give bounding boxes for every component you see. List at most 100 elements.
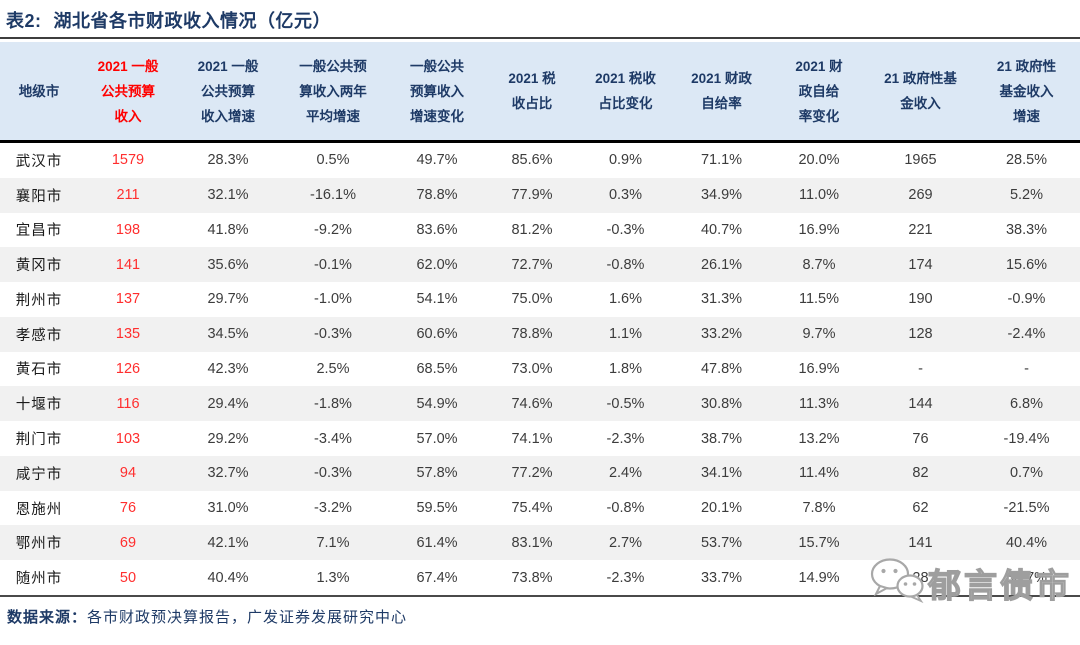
table-cell: 0.5% [316, 152, 350, 169]
table-cell: 16.9% [798, 360, 840, 377]
table-cell: -0.3% [606, 221, 645, 238]
data-source-text: 各市财政预决算报告，广发证券发展研究中心 [87, 608, 408, 626]
table-cell: 85.6% [511, 152, 553, 169]
table-cell: 33.2% [700, 326, 743, 343]
city-name: 恩施州 [15, 501, 63, 518]
table-cell: -2.3% [606, 430, 645, 447]
table-cell: 76 [119, 500, 137, 517]
table-cell: 28 [912, 569, 929, 586]
table-cell: 31.3% [700, 291, 743, 308]
table-cell: 141 [115, 256, 141, 273]
table-cell: 73.8% [511, 569, 553, 586]
table-cell: 33.7% [700, 569, 743, 586]
table-cell: 77.2% [511, 465, 553, 482]
column-header: 2021 税收占比 [508, 71, 556, 111]
table-cell: 2.7% [608, 534, 643, 551]
table-row: 黄石市 126 42.3% 2.5% 68.5% 73.0% 1.8% 47.8% 16.9% -… [0, 351, 1080, 387]
table-row: 荆门市 103 29.2% -3.4% 57.0% 74.1% -2.3% 38.7% 13.2… [0, 421, 1080, 456]
table-cell: - [1024, 360, 1029, 377]
table-cell: -9.2% [314, 221, 352, 238]
table-cell: 1.3% [316, 569, 350, 586]
table-row: 鄂州市 69 42.1% 7.1% 61.4% 83.1% 2.7% 53.7% 15.7% 14… [0, 525, 1080, 561]
table-cell: 42.3% [207, 360, 249, 377]
table-header-row: 地级市 2021 一般 公共预算 收入 2021 一般 公共预算 收入增速 一般公共预 算收入两… [0, 42, 1080, 143]
table-cell: 47.8% [700, 360, 743, 377]
table-body: 武汉市 1579 28.3% 0.5% 49.7% 85.6% 0.9% 71.1% 20.0%… [0, 143, 1080, 597]
table-cell: 73.0% [511, 360, 553, 377]
table-cell: 71.1% [700, 152, 743, 169]
city-name: 孝感市 [15, 327, 63, 344]
table-cell: 59.5% [416, 500, 458, 517]
table-cell: 14.9% [798, 569, 840, 586]
table-cell: 16.9% [798, 221, 840, 238]
title-divider [0, 37, 1080, 39]
table-cell: 35.6% [207, 256, 249, 273]
table-cell: 1579 [111, 152, 145, 169]
table-cell: -3.2% [314, 500, 352, 517]
table-cell: 53.7% [1005, 569, 1048, 586]
table-cell: 116 [116, 395, 140, 412]
table-cell: 72.7% [511, 256, 553, 273]
table-cell: 6.8% [1009, 395, 1044, 412]
table-cell: -0.9% [1007, 291, 1046, 308]
table-row: 黄冈市 141 35.6% -0.1% 62.0% 72.7% -0.8% 26.1% 8.7%… [0, 247, 1080, 283]
table-cell: 74.1% [511, 430, 553, 447]
city-name: 武汉市 [15, 153, 63, 170]
table-cell: -0.5% [606, 395, 645, 412]
table-number-label: 表2: [6, 11, 42, 31]
table-cell: 69 [119, 534, 137, 551]
table-cell: -16.1% [310, 187, 356, 204]
table-cell: -0.8% [606, 500, 645, 517]
table-cell: -1.8% [314, 395, 352, 412]
table-cell: 20.0% [798, 152, 840, 169]
table-cell: 53.7% [700, 534, 743, 551]
table-cell: -21.5% [1003, 500, 1050, 517]
table-cell: 221 [908, 221, 933, 238]
table-row: 荆州市 137 29.7% -1.0% 54.1% 75.0% 1.6% 31.3% 11.5%… [0, 282, 1080, 317]
city-name: 荆州市 [15, 292, 63, 309]
table-cell: 77.9% [511, 187, 553, 204]
table-row: 咸宁市 94 32.7% -0.3% 57.8% 77.2% 2.4% 34.1% 11.4% 8… [0, 455, 1080, 491]
table-cell: 38.3% [1005, 221, 1048, 238]
table-cell: 60.6% [416, 326, 458, 343]
page-title: 表2: 湖北省各市财政收入情况（亿元） [0, 0, 1080, 37]
table-cell: 0.9% [608, 152, 643, 169]
table-cell: 1965 [904, 152, 937, 169]
table-cell: 31.0% [207, 500, 249, 517]
table-cell: 11.3% [798, 395, 840, 412]
table-cell: -0.3% [314, 326, 352, 343]
table-cell: 29.4% [207, 395, 249, 412]
table-cell: 211 [116, 187, 140, 204]
table-cell: -19.4% [1003, 430, 1050, 447]
table-cell: 126 [115, 360, 141, 377]
table-cell: 11.4% [798, 465, 840, 482]
table-cell: 28.3% [207, 152, 249, 169]
column-header: 地级市 [18, 83, 60, 99]
table-cell: 15.6% [1005, 256, 1048, 273]
table-cell: 13.2% [798, 430, 840, 447]
table-cell: 42.1% [207, 534, 249, 551]
column-header: 2021 一般 公共预算 收入增速 [197, 58, 259, 124]
table-cell: 29.7% [207, 291, 249, 308]
table-cell: 5.2% [1009, 187, 1044, 204]
city-name: 荆门市 [15, 432, 63, 448]
table-cell: 41.8% [207, 221, 249, 238]
table-cell: 94 [119, 465, 137, 482]
table-cell: 62 [912, 500, 929, 517]
table-cell: 62.0% [416, 256, 458, 273]
table-title-text: 湖北省各市财政收入情况（亿元） [53, 11, 332, 31]
table-cell: 38.7% [700, 430, 743, 447]
data-source-note: 数据来源：各市财政预决算报告，广发证券发展研究中心 [0, 606, 1080, 627]
table-cell: 0.7% [1009, 465, 1044, 482]
table-cell: 40.7% [700, 221, 743, 238]
table-cell: 141 [908, 534, 933, 551]
table-cell: 67.4% [416, 569, 458, 586]
table-cell: 174 [908, 256, 933, 273]
table-row: 襄阳市 211 32.1% -16.1% 78.8% 77.9% 0.3% 34.9% 11.0… [0, 177, 1080, 213]
table-cell: 76 [912, 430, 929, 447]
table-cell: 29.2% [207, 430, 249, 447]
city-name: 黄冈市 [15, 258, 63, 275]
table-row: 随州市 50 40.4% 1.3% 67.4% 73.8% -2.3% 33.7% 14.9% 2… [0, 560, 1080, 595]
table-cell: 9.7% [802, 326, 836, 343]
